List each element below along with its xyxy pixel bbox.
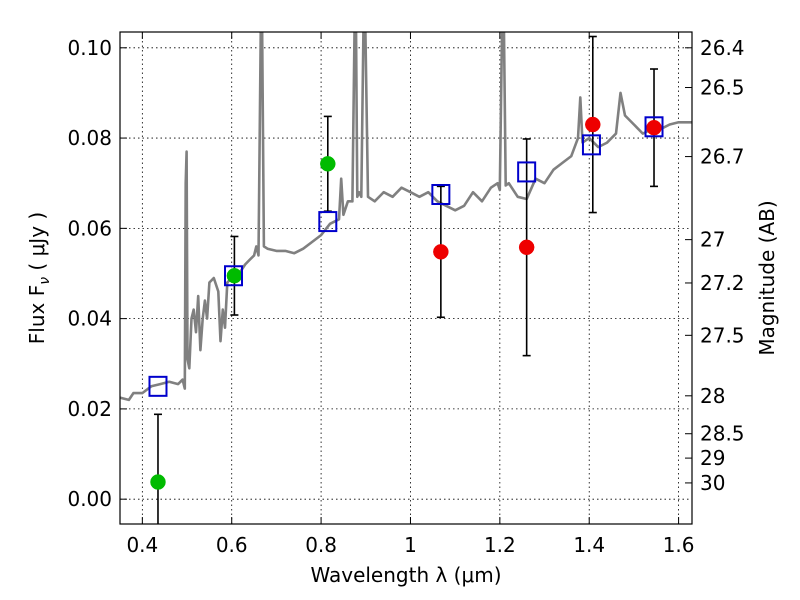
y-tick-label: 0.08 (67, 126, 112, 150)
y2-tick-label: 26.7 (700, 145, 745, 169)
model-photometry-square (148, 375, 168, 397)
y-axis-label: Flux Fν ( μJy ) (25, 212, 53, 344)
y-axis-label-unit: ( μJy ) (25, 212, 49, 277)
x-tick-label: 1 (404, 533, 417, 557)
y2-tick-label: 28.5 (700, 422, 745, 446)
axis-ticks (120, 32, 692, 524)
observed-point-green (320, 156, 336, 172)
observed-point-red (433, 244, 449, 260)
y2-tick-label: 27 (700, 228, 725, 252)
y-tick-label: 0.00 (67, 487, 112, 511)
x-axis-label: Wavelength λ (μm) (310, 563, 501, 587)
y-axis-label-subscript: ν (37, 277, 53, 285)
y-tick-label: 0.04 (67, 307, 112, 331)
model-photometry-square (224, 265, 244, 287)
observed-point-red (585, 116, 601, 133)
model-photometry-square (431, 183, 451, 205)
x-tick-label: 0.4 (126, 533, 158, 557)
y2-axis-label: Magnitude (AB) (755, 200, 779, 355)
model-photometry-square (644, 116, 664, 138)
x-tick-label: 0.6 (216, 533, 248, 557)
model-spectrum-line (120, 32, 692, 402)
tick-labels: 0.4 0.6 0.8 1 1.2 1.4 1.6 0.00 0.02 0.04 0.06 0.08 0… (67, 36, 744, 557)
x-tick-label: 1.4 (573, 533, 605, 557)
plot-frame (119, 31, 693, 525)
y2-tick-label: 28 (700, 384, 725, 408)
observed-point-red (518, 239, 535, 256)
x-tick-label: 1.6 (663, 533, 695, 557)
y2-tick-label: 26.4 (700, 36, 745, 60)
x-tick-label: 0.8 (305, 533, 337, 557)
y2-tick-label: 30 (700, 471, 725, 495)
y2-tick-label: 27.5 (700, 323, 745, 347)
model-photometry-square (581, 134, 601, 156)
y-tick-label: 0.10 (67, 36, 112, 60)
y-tick-label: 0.02 (67, 397, 112, 421)
observed-point-green (226, 267, 243, 284)
y2-tick-label: 27.2 (700, 271, 745, 295)
y2-tick-label: 26.5 (700, 76, 745, 100)
model-photometry-square (517, 161, 537, 183)
model-photometry-square (318, 211, 338, 233)
y2-tick-label: 29 (700, 446, 725, 470)
plot-content (120, 32, 692, 524)
y-tick-label: 0.06 (67, 216, 112, 240)
x-tick-label: 1.2 (484, 533, 516, 557)
grid (120, 32, 692, 524)
observed-point-red (646, 119, 662, 136)
observed-point-green (150, 474, 166, 490)
y-axis-label-main: Flux F (25, 285, 49, 344)
